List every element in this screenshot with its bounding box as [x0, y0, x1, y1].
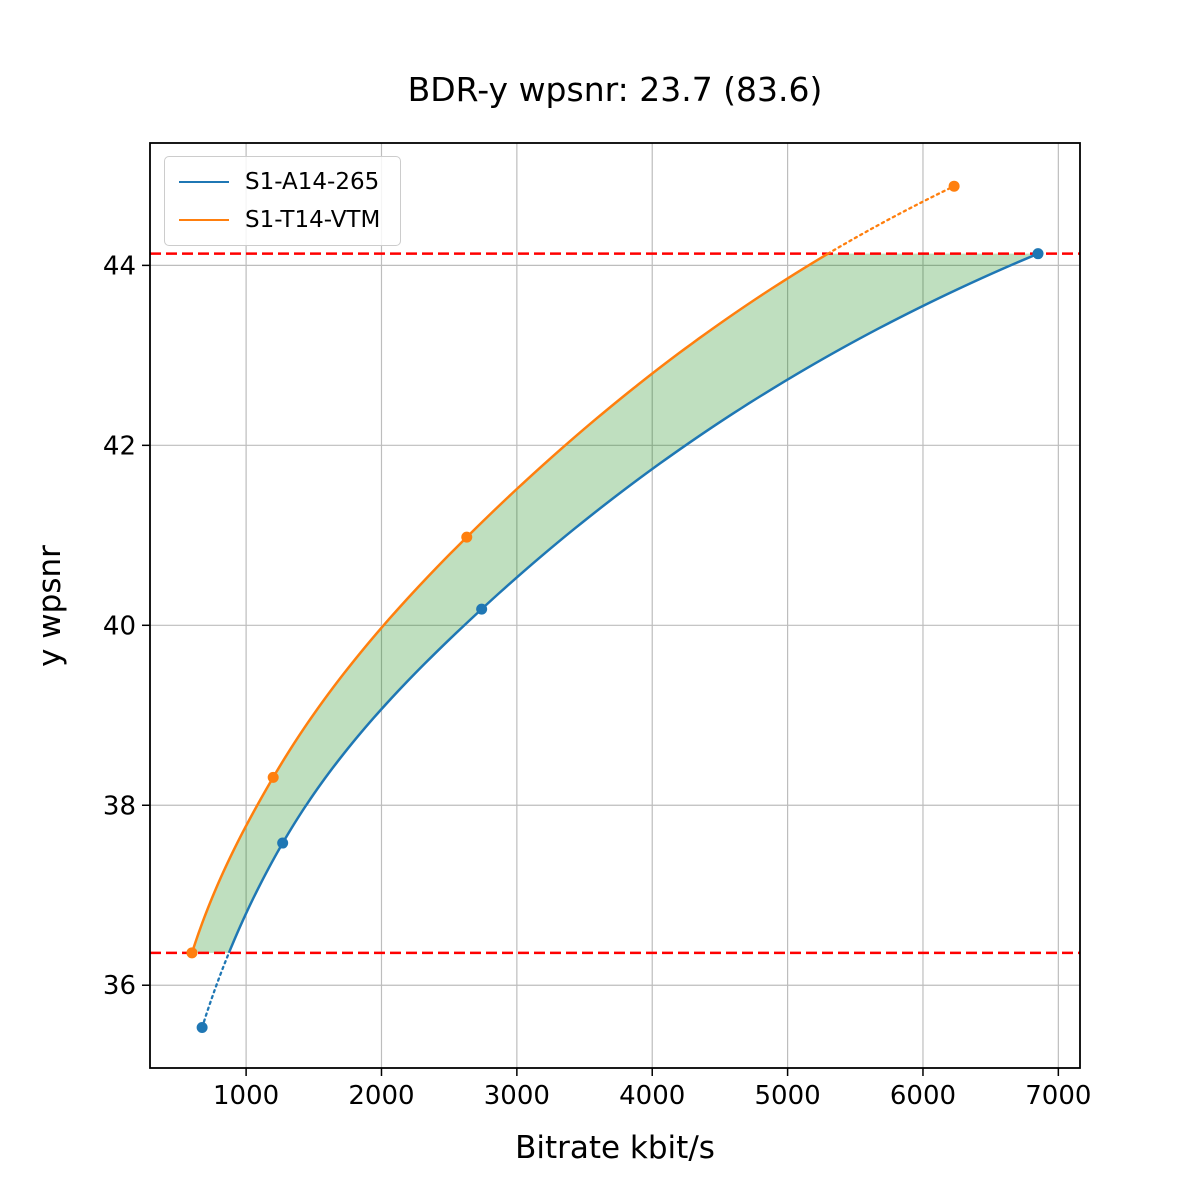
data-point-S1-T14-VTM	[186, 947, 198, 959]
xtick-label-7000: 7000	[1025, 1081, 1091, 1111]
curve-dotted-above-S1-T14-VTM	[826, 185, 956, 255]
xtick-label-2000: 2000	[348, 1081, 414, 1111]
curve-solid-S1-A14-265	[227, 252, 1039, 954]
xtick-label-6000: 6000	[890, 1081, 956, 1111]
data-point-S1-A14-265	[476, 603, 488, 615]
bd-shaded-region	[191, 253, 1039, 953]
legend-label-s1-a14-265: S1-A14-265	[245, 169, 380, 195]
ytick-label-38: 38	[103, 791, 136, 821]
xtick-label-4000: 4000	[619, 1081, 685, 1111]
curve-dotted-below-S1-A14-265	[200, 951, 231, 1029]
y-axis-label: y wpsnr	[32, 545, 68, 667]
chart-title: BDR-y wpsnr: 23.7 (83.6)	[407, 70, 823, 109]
legend-item-s1-a14-265: S1-A14-265	[179, 167, 380, 197]
ytick-label-40: 40	[103, 611, 136, 641]
curve-solid-S1-T14-VTM	[190, 252, 829, 954]
data-point-S1-A14-265	[196, 1022, 208, 1034]
data-point-S1-T14-VTM	[461, 531, 473, 543]
data-point-S1-A14-265	[277, 837, 289, 849]
xtick-label-1000: 1000	[213, 1081, 279, 1111]
xtick-label-3000: 3000	[484, 1081, 550, 1111]
xtick-label-5000: 5000	[755, 1081, 821, 1111]
legend-label-s1-t14-vtm: S1-T14-VTM	[245, 207, 381, 233]
integration-bound-lines	[150, 252, 1080, 955]
ytick-label-44: 44	[103, 251, 136, 281]
data-point-S1-T14-VTM	[267, 771, 279, 783]
series-S1-T14-VTM	[186, 180, 960, 959]
legend: S1-A14-265 S1-T14-VTM	[164, 156, 402, 246]
legend-line-sample-blue	[179, 181, 229, 183]
legend-item-s1-t14-vtm: S1-T14-VTM	[179, 205, 380, 235]
series-S1-A14-265	[196, 248, 1044, 1034]
x-axis-label: Bitrate kbit/s	[515, 1130, 715, 1166]
data-point-S1-A14-265	[1032, 248, 1044, 260]
legend-line-sample-orange	[179, 219, 229, 221]
axis-ticks: 1000 2000 3000 4000 5000 6000 7000 36 38 40 42 44	[103, 251, 1092, 1111]
ytick-label-36: 36	[103, 971, 136, 1001]
data-point-S1-T14-VTM	[948, 180, 960, 192]
plot-border	[149, 142, 1081, 1069]
ytick-label-42: 42	[103, 431, 136, 461]
